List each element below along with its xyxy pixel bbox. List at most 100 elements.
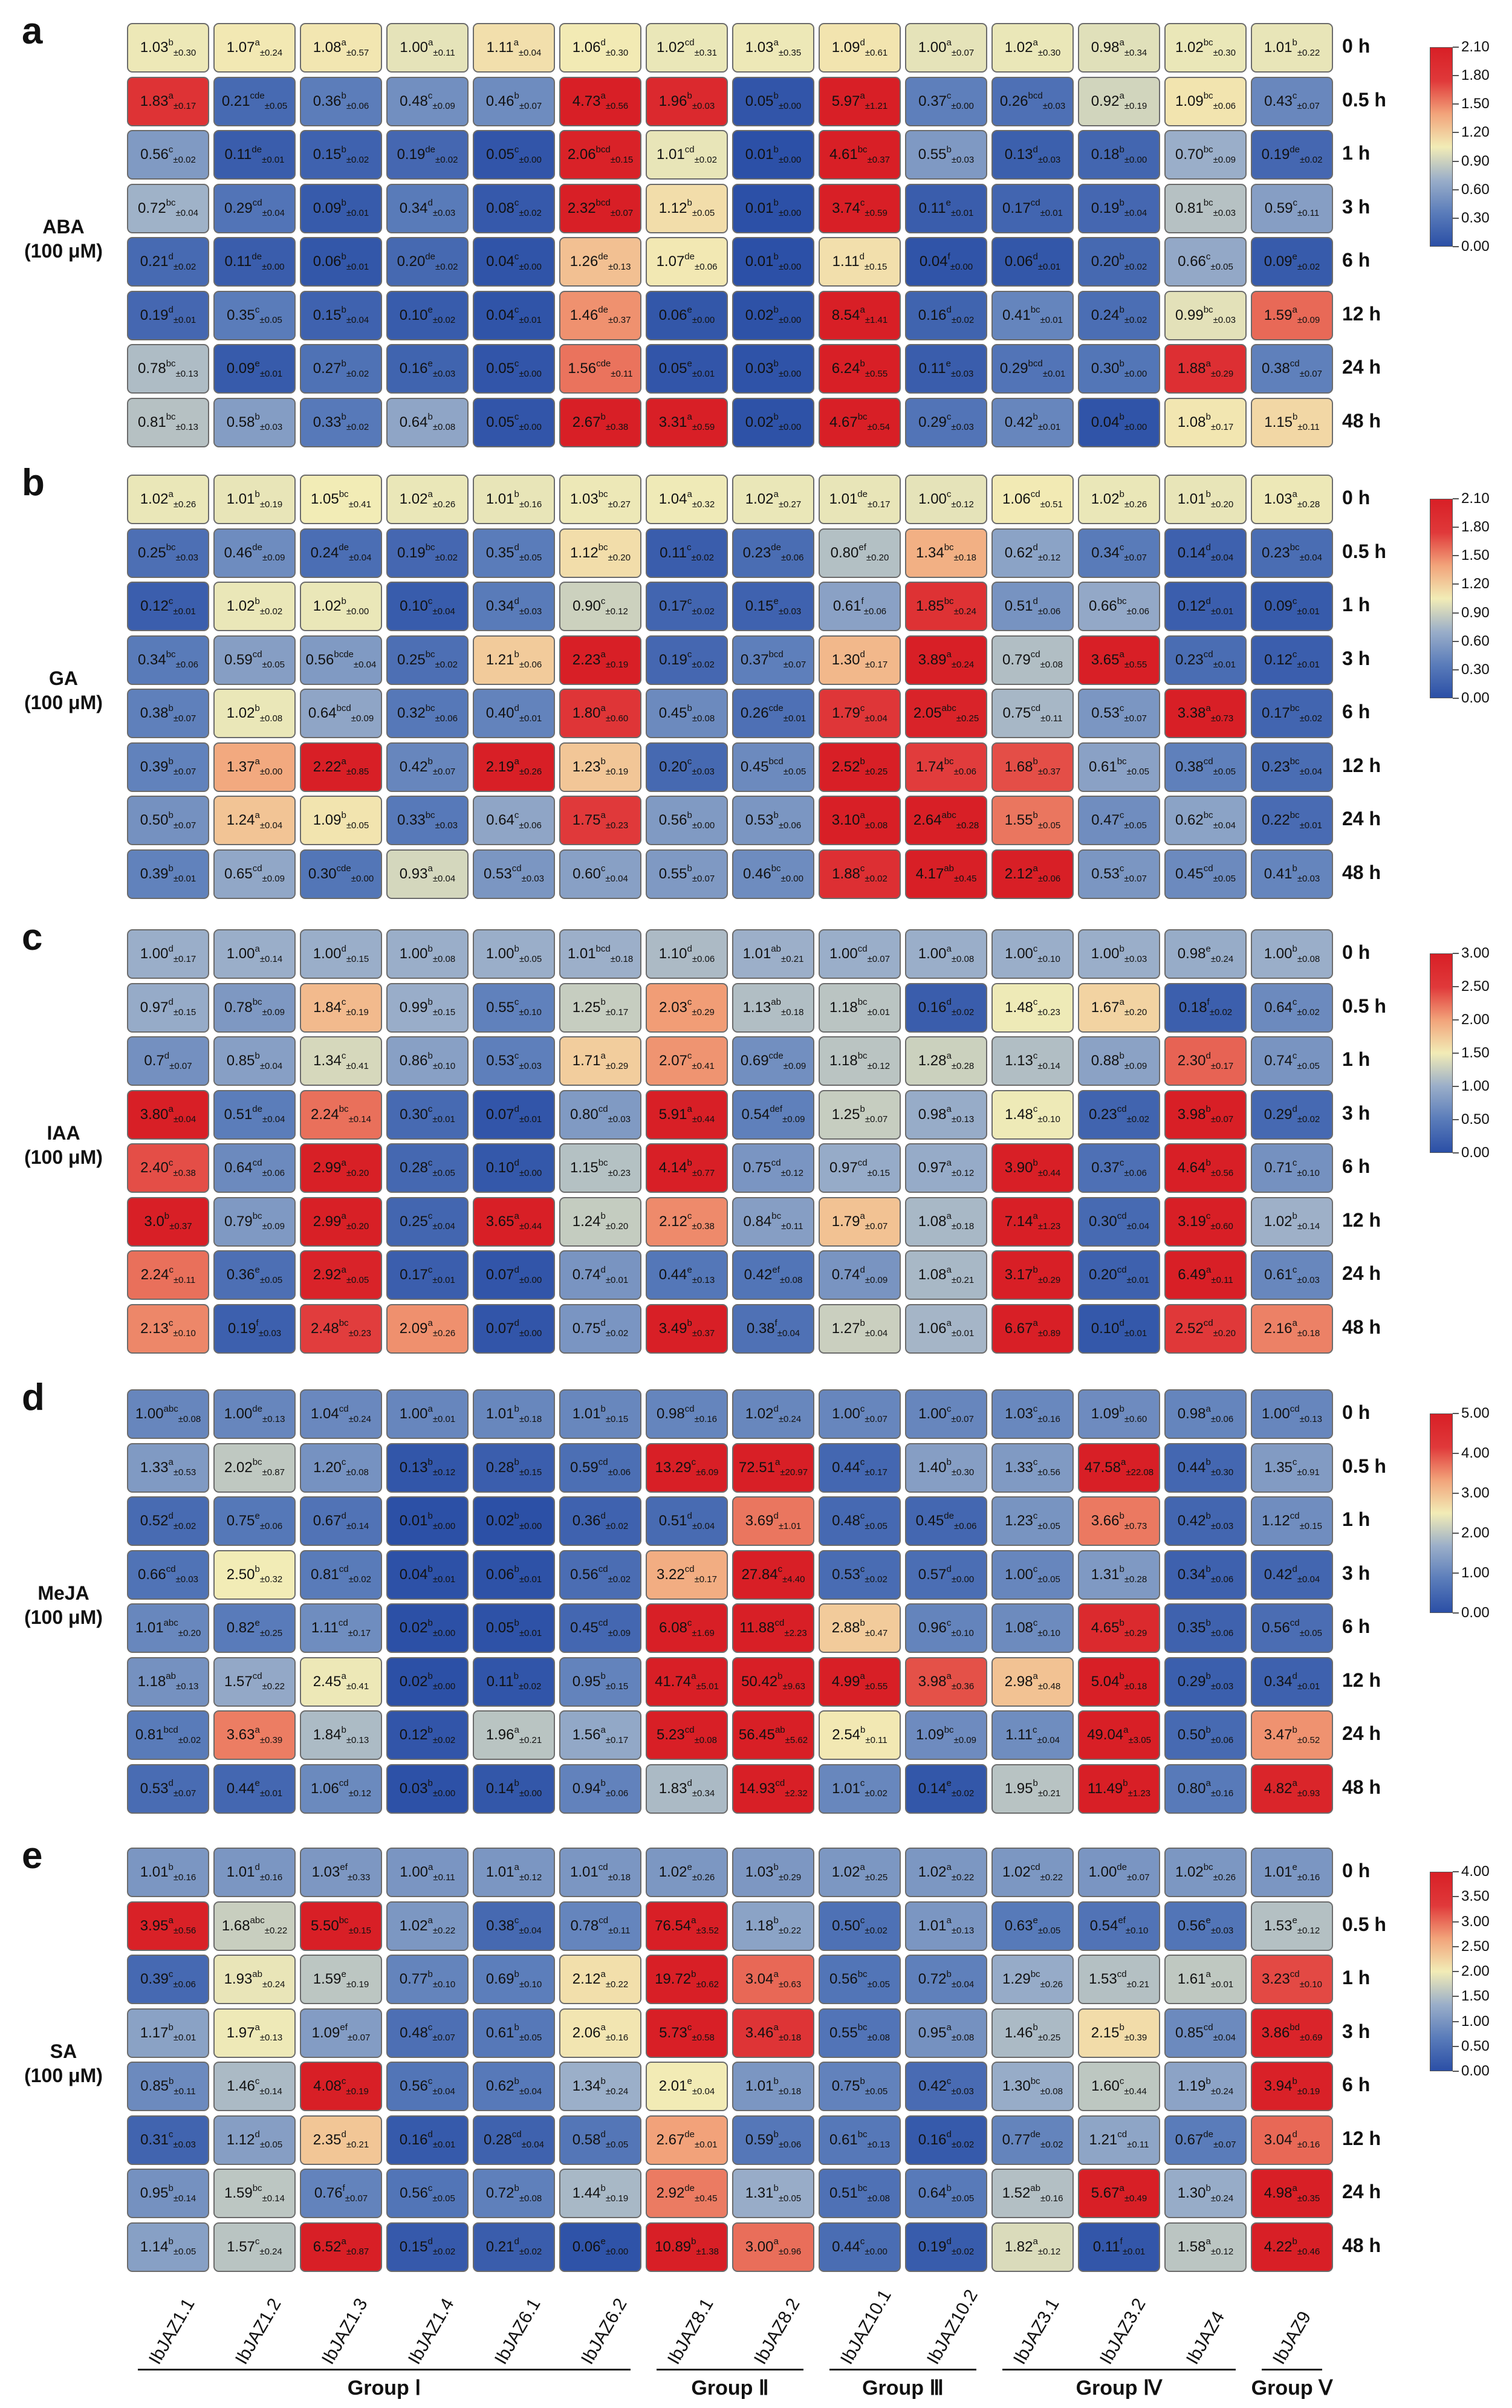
- heatmap-cell[interactable]: 1.11 cd ±0.17: [300, 1603, 382, 1653]
- heatmap-cell[interactable]: 1.02 bc ±0.30: [1164, 23, 1247, 73]
- heatmap-cell[interactable]: 2.40 c ±0.38: [127, 1143, 209, 1193]
- heatmap-cell[interactable]: 1.09 bc ±0.09: [905, 1710, 987, 1760]
- heatmap-cell[interactable]: 0.34 c ±0.07: [1078, 528, 1160, 578]
- heatmap-cell[interactable]: 0.06 e ±0.00: [646, 290, 728, 340]
- heatmap-cell[interactable]: 2.19 a ±0.26: [473, 742, 555, 792]
- heatmap-cell[interactable]: 1.20 c ±0.08: [300, 1443, 382, 1493]
- heatmap-cell[interactable]: 0.77 de ±0.02: [991, 2115, 1074, 2165]
- heatmap-cell[interactable]: 0.01 b ±0.00: [732, 130, 814, 180]
- heatmap-cell[interactable]: 3.89 a ±0.24: [905, 635, 987, 685]
- heatmap-cell[interactable]: 0.53 c ±0.03: [473, 1036, 555, 1086]
- heatmap-cell[interactable]: 1.08 a ±0.18: [905, 1196, 987, 1247]
- heatmap-cell[interactable]: 0.12 c ±0.01: [1251, 635, 1333, 685]
- heatmap-cell[interactable]: 1.00 c ±0.12: [905, 475, 987, 524]
- heatmap-cell[interactable]: 0.53 cd ±0.03: [473, 849, 555, 899]
- heatmap-cell[interactable]: 1.02 cd ±0.31: [646, 23, 728, 73]
- heatmap-cell[interactable]: 0.45 cd ±0.09: [559, 1603, 641, 1653]
- heatmap-cell[interactable]: 3.19 c ±0.60: [1164, 1196, 1247, 1247]
- heatmap-cell[interactable]: 1.34 bc ±0.18: [905, 528, 987, 578]
- heatmap-cell[interactable]: 1.01 b ±0.16: [473, 475, 555, 524]
- heatmap-cell[interactable]: 0.95 b ±0.14: [127, 2169, 209, 2218]
- heatmap-cell[interactable]: 0.03 b ±0.00: [386, 1764, 469, 1814]
- heatmap-cell[interactable]: 1.48 c ±0.23: [991, 982, 1074, 1033]
- heatmap-cell[interactable]: 0.05 c ±0.00: [473, 344, 555, 394]
- heatmap-cell[interactable]: 4.99 a ±0.55: [819, 1657, 901, 1707]
- heatmap-cell[interactable]: 1.84 b ±0.13: [300, 1710, 382, 1760]
- heatmap-cell[interactable]: 0.42 c ±0.03: [905, 2062, 987, 2111]
- heatmap-cell[interactable]: 1.04 cd ±0.24: [300, 1389, 382, 1439]
- heatmap-cell[interactable]: 0.75 b ±0.05: [819, 2062, 901, 2111]
- heatmap-cell[interactable]: 41.74 a ±5.01: [646, 1657, 728, 1707]
- heatmap-cell[interactable]: 1.35 c ±0.91: [1251, 1443, 1333, 1493]
- heatmap-cell[interactable]: 2.30 d ±0.17: [1164, 1036, 1247, 1086]
- heatmap-cell[interactable]: 1.33 a ±0.53: [127, 1443, 209, 1493]
- heatmap-cell[interactable]: 0.64 b ±0.08: [386, 397, 469, 447]
- heatmap-cell[interactable]: 0.48 c ±0.05: [819, 1496, 901, 1546]
- heatmap-cell[interactable]: 0.02 b ±0.00: [386, 1603, 469, 1653]
- heatmap-cell[interactable]: 1.01 b ±0.22: [1251, 23, 1333, 73]
- heatmap-cell[interactable]: 1.68 abc ±0.22: [213, 1901, 296, 1951]
- heatmap-cell[interactable]: 0.14 e ±0.02: [905, 1764, 987, 1814]
- heatmap-cell[interactable]: 0.36 e ±0.05: [213, 1250, 296, 1300]
- heatmap-cell[interactable]: 1.02 b ±0.08: [213, 689, 296, 738]
- heatmap-cell[interactable]: 0.09 b ±0.01: [300, 183, 382, 233]
- heatmap-cell[interactable]: 0.04 f ±0.00: [905, 237, 987, 287]
- heatmap-cell[interactable]: 0.09 e ±0.01: [213, 344, 296, 394]
- heatmap-cell[interactable]: 0.67 de ±0.07: [1164, 2115, 1247, 2165]
- heatmap-cell[interactable]: 0.64 c ±0.02: [1251, 982, 1333, 1033]
- heatmap-cell[interactable]: 0.95 a ±0.08: [905, 2008, 987, 2058]
- heatmap-cell[interactable]: 0.31 c ±0.03: [127, 2115, 209, 2165]
- heatmap-cell[interactable]: 0.08 c ±0.02: [473, 183, 555, 233]
- heatmap-cell[interactable]: 0.28 c ±0.05: [386, 1143, 469, 1193]
- heatmap-cell[interactable]: 3.90 b ±0.44: [991, 1143, 1074, 1193]
- heatmap-cell[interactable]: 0.56 c ±0.02: [127, 130, 209, 180]
- heatmap-cell[interactable]: 2.05 abc ±0.25: [905, 689, 987, 738]
- heatmap-cell[interactable]: 0.61 bc ±0.05: [1078, 742, 1160, 792]
- heatmap-cell[interactable]: 2.22 a ±0.85: [300, 742, 382, 792]
- heatmap-cell[interactable]: 2.12 c ±0.38: [646, 1196, 728, 1247]
- heatmap-cell[interactable]: 0.56 bc ±0.05: [819, 1955, 901, 2004]
- heatmap-cell[interactable]: 1.80 a ±0.60: [559, 689, 641, 738]
- heatmap-cell[interactable]: 0.51 d ±0.06: [991, 582, 1074, 631]
- heatmap-cell[interactable]: 4.14 b ±0.77: [646, 1143, 728, 1193]
- heatmap-cell[interactable]: 0.02 b ±0.00: [732, 290, 814, 340]
- heatmap-cell[interactable]: 2.67 de ±0.01: [646, 2115, 728, 2165]
- heatmap-cell[interactable]: 0.06 b ±0.01: [473, 1550, 555, 1600]
- heatmap-cell[interactable]: 0.05 b ±0.00: [732, 76, 814, 126]
- heatmap-cell[interactable]: 0.61 f ±0.06: [819, 582, 901, 631]
- heatmap-cell[interactable]: 0.53 c ±0.02: [819, 1550, 901, 1600]
- heatmap-cell[interactable]: 1.79 c ±0.04: [819, 689, 901, 738]
- heatmap-cell[interactable]: 56.45 ab ±5.62: [732, 1710, 814, 1760]
- heatmap-cell[interactable]: 0.37 c ±0.00: [905, 76, 987, 126]
- heatmap-cell[interactable]: 5.67 a ±0.49: [1078, 2169, 1160, 2218]
- heatmap-cell[interactable]: 0.61 b ±0.05: [473, 2008, 555, 2058]
- heatmap-cell[interactable]: 0.55 b ±0.03: [905, 130, 987, 180]
- heatmap-cell[interactable]: 0.55 c ±0.10: [473, 982, 555, 1033]
- heatmap-cell[interactable]: 3.10 a ±0.08: [819, 796, 901, 845]
- heatmap-cell[interactable]: 0.72 b ±0.08: [473, 2169, 555, 2218]
- heatmap-cell[interactable]: 0.17 c ±0.02: [646, 582, 728, 631]
- heatmap-cell[interactable]: 1.25 b ±0.07: [819, 1089, 901, 1140]
- heatmap-cell[interactable]: 0.81 bc ±0.13: [127, 397, 209, 447]
- heatmap-cell[interactable]: 3.49 b ±0.37: [646, 1303, 728, 1354]
- heatmap-cell[interactable]: 0.97 cd ±0.15: [819, 1143, 901, 1193]
- heatmap-cell[interactable]: 0.11 de ±0.01: [213, 130, 296, 180]
- heatmap-cell[interactable]: 1.01 d ±0.16: [213, 1848, 296, 1897]
- heatmap-cell[interactable]: 1.00 cd ±0.13: [1251, 1389, 1333, 1439]
- heatmap-cell[interactable]: 1.31 b ±0.05: [732, 2169, 814, 2218]
- heatmap-cell[interactable]: 1.01 a ±0.13: [905, 1901, 987, 1951]
- heatmap-cell[interactable]: 0.23 bc ±0.04: [1251, 742, 1333, 792]
- heatmap-cell[interactable]: 0.46 de ±0.09: [213, 528, 296, 578]
- heatmap-cell[interactable]: 0.67 d ±0.14: [300, 1496, 382, 1546]
- heatmap-cell[interactable]: 27.84 c ±4.40: [732, 1550, 814, 1600]
- heatmap-cell[interactable]: 1.56 a ±0.17: [559, 1710, 641, 1760]
- heatmap-cell[interactable]: 1.02 a ±0.22: [386, 1901, 469, 1951]
- heatmap-cell[interactable]: 0.44 c ±0.00: [819, 2222, 901, 2272]
- heatmap-cell[interactable]: 0.20 de ±0.02: [386, 237, 469, 287]
- heatmap-cell[interactable]: 1.08 b ±0.17: [1164, 397, 1247, 447]
- heatmap-cell[interactable]: 0.10 d ±0.00: [473, 1143, 555, 1193]
- heatmap-cell[interactable]: 1.02 b ±0.02: [213, 582, 296, 631]
- heatmap-cell[interactable]: 0.03 b ±0.00: [732, 344, 814, 394]
- heatmap-cell[interactable]: 3.66 b ±0.73: [1078, 1496, 1160, 1546]
- heatmap-cell[interactable]: 0.84 bc ±0.11: [732, 1196, 814, 1247]
